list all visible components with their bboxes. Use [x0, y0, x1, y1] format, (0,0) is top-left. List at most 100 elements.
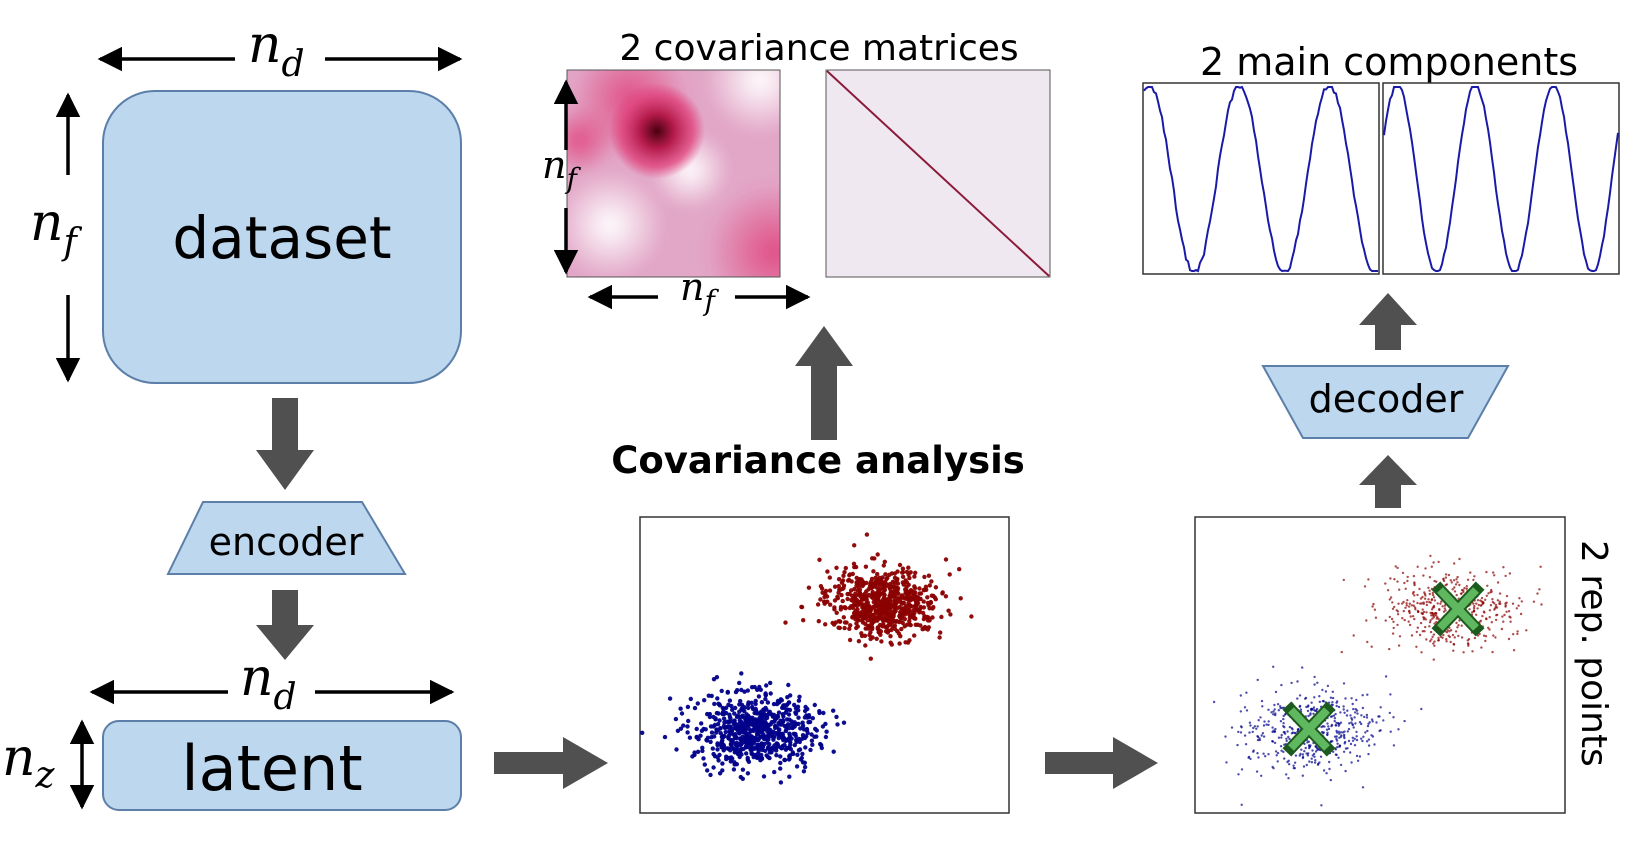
red-cluster-point — [1429, 630, 1433, 634]
blue-cluster-point — [753, 706, 758, 712]
red-cluster-point — [1458, 583, 1461, 587]
red-cluster-point — [842, 620, 848, 625]
red-cluster-point — [1519, 612, 1523, 616]
red-cluster-point — [1450, 581, 1454, 584]
red-cluster-point — [1435, 617, 1439, 620]
blue-cluster-point — [708, 724, 714, 729]
blue-cluster-point — [710, 746, 715, 751]
red-cluster-point — [1498, 592, 1502, 595]
blue-cluster-point — [797, 694, 802, 699]
blue-cluster-point — [1261, 705, 1264, 708]
down-arrow-to-encoder — [256, 398, 314, 490]
blue-cluster-point — [1384, 675, 1388, 678]
red-cluster-point — [1386, 589, 1390, 592]
blue-cluster-point — [1334, 748, 1338, 751]
blue-cluster-point — [1285, 739, 1288, 743]
red-cluster-point — [929, 593, 934, 598]
blue-cluster-point — [1290, 727, 1294, 730]
blue-cluster-point — [715, 741, 720, 746]
red-cluster-point — [877, 582, 883, 588]
blue-cluster-point — [727, 698, 733, 703]
blue-cluster-point — [1342, 705, 1345, 708]
blue-cluster-point — [1378, 729, 1381, 733]
red-cluster-point — [1427, 598, 1430, 601]
blue-cluster-point — [1343, 711, 1346, 714]
nd-symbol-latent: nd — [240, 648, 297, 718]
red-cluster-point — [1479, 604, 1483, 607]
red-cluster-point — [853, 564, 859, 570]
red-cluster-point — [947, 572, 952, 577]
blue-cluster-point — [1258, 737, 1261, 740]
red-cluster-point — [899, 606, 904, 612]
blue-cluster-point — [778, 718, 783, 723]
blue-cluster-point — [772, 743, 777, 748]
red-cluster-point — [943, 594, 949, 599]
red-cluster-point — [1408, 623, 1412, 627]
blue-cluster-point — [758, 734, 763, 739]
red-cluster-point — [892, 609, 897, 615]
blue-cluster-point — [767, 742, 772, 747]
blue-cluster-point — [764, 736, 769, 742]
red-cluster-point — [834, 565, 839, 570]
blue-cluster-point — [1247, 756, 1250, 759]
red-cluster-point — [1371, 605, 1374, 608]
blue-cluster-point — [753, 698, 758, 704]
blue-cluster-point — [1277, 736, 1281, 739]
red-cluster-point — [907, 638, 912, 643]
red-cluster-point — [1460, 592, 1463, 595]
blue-cluster-point — [769, 750, 774, 755]
blue-cluster-point — [1353, 716, 1356, 719]
red-cluster-point — [1482, 610, 1486, 613]
red-cluster-point — [1403, 618, 1406, 622]
red-cluster-point — [1477, 603, 1481, 607]
blue-cluster-point — [1314, 750, 1318, 753]
blue-cluster-point — [1262, 735, 1266, 738]
blue-cluster-point — [711, 751, 716, 757]
red-cluster-point — [1488, 628, 1491, 631]
blue-cluster-point — [1315, 746, 1319, 750]
red-cluster-point — [1452, 649, 1455, 652]
nd-symbol-top: nd — [248, 15, 305, 85]
blue-cluster-point — [1367, 752, 1370, 756]
blue-cluster-point — [1274, 712, 1277, 715]
blue-cluster-point — [741, 729, 747, 734]
red-cluster-point — [916, 596, 922, 602]
red-cluster-point — [1507, 610, 1511, 613]
red-cluster-point — [873, 575, 878, 580]
blue-cluster-point — [1302, 765, 1306, 768]
blue-cluster-point — [1283, 757, 1286, 760]
blue-cluster-point — [1370, 734, 1373, 737]
blue-cluster-point — [1343, 730, 1346, 733]
blue-cluster-point — [703, 727, 708, 732]
red-cluster-point — [908, 570, 913, 575]
red-cluster-point — [890, 614, 895, 620]
blue-cluster-point — [1288, 725, 1292, 729]
blue-cluster-point — [758, 744, 763, 750]
red-cluster-point — [869, 576, 875, 582]
red-cluster-point — [1505, 610, 1508, 613]
red-cluster-point — [1384, 582, 1387, 585]
blue-cluster-point — [733, 721, 738, 727]
blue-cluster-point — [1239, 725, 1243, 728]
blue-cluster-point — [768, 691, 773, 696]
blue-cluster-point — [1355, 698, 1358, 702]
blue-cluster-point — [1366, 729, 1369, 733]
red-cluster-point — [1431, 591, 1435, 595]
blue-cluster-point — [1263, 720, 1266, 723]
red-cluster-point — [922, 574, 927, 580]
blue-cluster-point — [821, 710, 826, 716]
red-cluster-point — [841, 615, 846, 620]
blue-cluster-point — [733, 732, 738, 737]
blue-cluster-point — [695, 749, 701, 754]
red-cluster-point — [853, 591, 858, 596]
red-cluster-point — [1467, 644, 1470, 647]
blue-cluster-point — [1333, 735, 1337, 738]
red-cluster-point — [1473, 575, 1476, 578]
red-cluster-point — [834, 610, 839, 615]
red-cluster-point — [1418, 633, 1422, 637]
blue-cluster-point — [1326, 733, 1329, 736]
red-cluster-point — [873, 596, 879, 602]
blue-cluster-point — [786, 700, 792, 705]
blue-cluster-point — [1253, 725, 1257, 728]
